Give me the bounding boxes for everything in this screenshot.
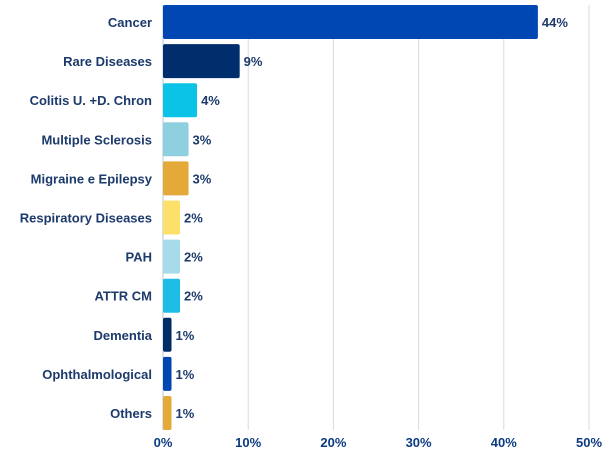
- x-tick-label: 10%: [235, 435, 261, 450]
- category-label: Others: [110, 406, 152, 421]
- value-label: 2%: [184, 211, 203, 226]
- bar-others: [163, 396, 172, 430]
- x-tick-label: 20%: [320, 435, 346, 450]
- category-label: Multiple Sclerosis: [41, 132, 152, 147]
- value-label: 2%: [184, 289, 203, 304]
- category-labels: Cancer Rare Diseases Colitis U. +D. Chron M…: [20, 15, 153, 421]
- bar-rare-diseases: [163, 44, 240, 79]
- bar-ophthalmological: [163, 356, 172, 391]
- category-label: Colitis U. +D. Chron: [30, 93, 152, 108]
- category-label: PAH: [126, 250, 152, 265]
- x-tick-label: 0%: [154, 435, 173, 450]
- x-axis-tick-labels: 0% 10% 20% 30% 40% 50%: [154, 435, 603, 450]
- category-label: Dementia: [93, 328, 152, 343]
- bar-colitis-u-d-chron: [163, 83, 198, 118]
- x-tick-label: 40%: [491, 435, 517, 450]
- bars: [163, 5, 538, 430]
- bar-multiple-sclerosis: [163, 122, 189, 157]
- category-label: Respiratory Diseases: [20, 211, 152, 226]
- value-label: 44%: [542, 15, 568, 30]
- category-label: Ophthalmological: [42, 367, 152, 382]
- bar-respiratory-diseases: [163, 200, 181, 235]
- bar-pah: [163, 239, 181, 274]
- value-label: 3%: [193, 132, 212, 147]
- value-label: 2%: [184, 250, 203, 265]
- x-tick-label: 30%: [406, 435, 432, 450]
- value-label: 1%: [176, 406, 195, 421]
- bar-cancer: [163, 5, 538, 39]
- value-label: 3%: [193, 171, 212, 186]
- bar-migraine-e-epilepsy: [163, 161, 189, 196]
- value-labels: 44% 9% 4% 3% 3% 2% 2% 2% 1% 1% 1%: [176, 15, 569, 421]
- x-tick-label: 50%: [576, 435, 602, 450]
- bar-attr-cm: [163, 278, 181, 313]
- category-label: Cancer: [108, 15, 152, 30]
- value-label: 4%: [201, 93, 220, 108]
- bar-dementia: [163, 317, 172, 352]
- value-label: 1%: [176, 367, 195, 382]
- category-label: Migraine e Epilepsy: [31, 171, 153, 186]
- value-label: 9%: [244, 54, 263, 69]
- value-label: 1%: [176, 328, 195, 343]
- category-label: Rare Diseases: [63, 54, 152, 69]
- category-label: ATTR CM: [94, 289, 152, 304]
